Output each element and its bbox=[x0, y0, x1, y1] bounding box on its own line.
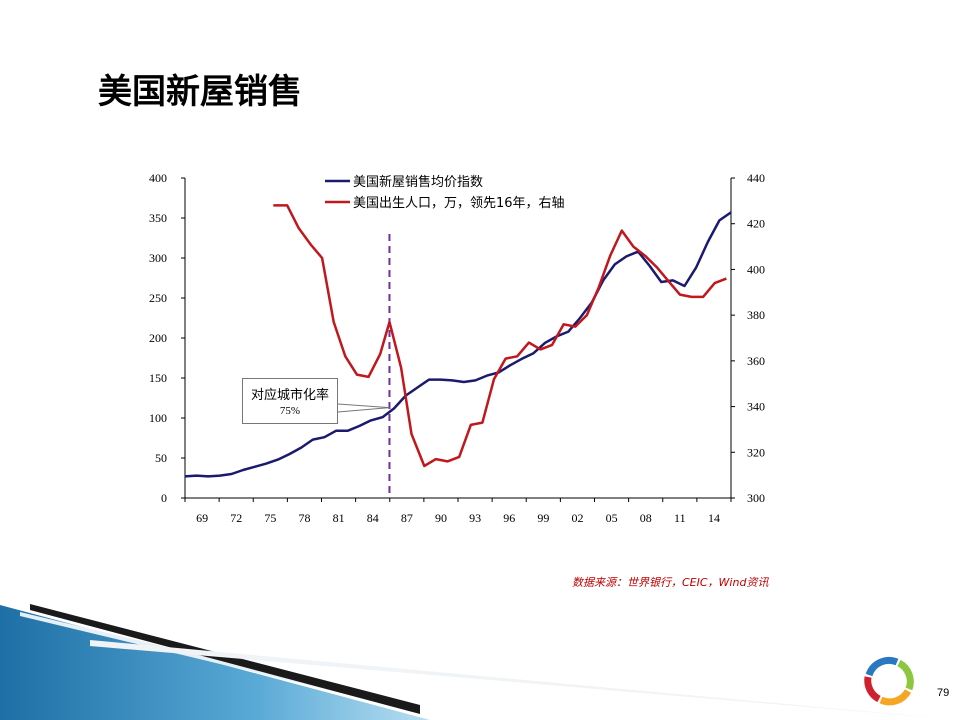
series-line-house-price-index bbox=[184, 211, 732, 478]
x-axis-tick-label: 05 bbox=[606, 511, 618, 525]
left-axis-tick-label: 200 bbox=[149, 331, 167, 345]
data-source-note: 数据来源：世界银行，CEIC，Wind资讯 bbox=[572, 576, 769, 589]
series-line-birth-population bbox=[273, 204, 727, 468]
x-axis-tick-label: 90 bbox=[435, 511, 447, 525]
right-axis-tick-label: 380 bbox=[747, 308, 765, 322]
left-axis-tick-label: 300 bbox=[149, 251, 167, 265]
left-axis-tick-label: 50 bbox=[155, 451, 167, 465]
right-axis-tick-label: 340 bbox=[747, 400, 765, 414]
right-axis-tick-label: 440 bbox=[747, 171, 765, 185]
page-number: 79 bbox=[937, 687, 950, 699]
right-axis-tick-label: 400 bbox=[747, 262, 765, 276]
slide-title: 美国新屋销售 bbox=[98, 72, 302, 112]
annotation-pointer bbox=[337, 407, 390, 413]
left-axis-tick-label: 350 bbox=[149, 211, 167, 225]
annotation-label: 对应城市化率 bbox=[250, 388, 329, 403]
annotation-pointer bbox=[337, 403, 390, 409]
x-axis-tick-label: 75 bbox=[264, 511, 276, 525]
legend-entry: 美国出生人口，万，领先16年，右轴 bbox=[353, 196, 565, 211]
left-axis-tick-label: 400 bbox=[149, 171, 167, 185]
right-axis-tick-label: 420 bbox=[747, 217, 765, 231]
x-axis-tick-label: 72 bbox=[230, 511, 242, 525]
left-axis-tick-label: 150 bbox=[149, 371, 167, 385]
x-axis-tick-label: 96 bbox=[503, 511, 515, 525]
right-axis-tick-label: 300 bbox=[747, 491, 765, 505]
chart-axes: 0501001502002503003504003003203403603804… bbox=[149, 171, 765, 525]
chart-series bbox=[184, 204, 732, 498]
right-axis-tick-label: 360 bbox=[747, 354, 765, 368]
x-axis-tick-label: 14 bbox=[708, 511, 720, 525]
x-axis-tick-label: 87 bbox=[401, 511, 413, 525]
left-axis-tick-label: 100 bbox=[149, 411, 167, 425]
x-axis-tick-label: 78 bbox=[298, 511, 310, 525]
urbanization-annotation-box: 对应城市化率 75% bbox=[242, 378, 338, 424]
x-axis-tick-label: 93 bbox=[469, 511, 481, 525]
x-axis-tick-label: 99 bbox=[537, 511, 549, 525]
x-axis-tick-label: 69 bbox=[196, 511, 208, 525]
legend-entry: 美国新屋销售均价指数 bbox=[353, 174, 483, 190]
right-axis-tick-label: 320 bbox=[747, 445, 765, 459]
annotation-value: 75% bbox=[279, 405, 301, 417]
x-axis-tick-label: 84 bbox=[367, 511, 379, 525]
x-axis-tick-label: 81 bbox=[333, 511, 345, 525]
x-axis-tick-label: 02 bbox=[571, 511, 583, 525]
left-axis-tick-label: 250 bbox=[149, 291, 167, 305]
left-axis-tick-label: 0 bbox=[161, 491, 167, 505]
x-axis-tick-label: 08 bbox=[640, 511, 652, 525]
x-axis-tick-label: 11 bbox=[674, 511, 686, 525]
